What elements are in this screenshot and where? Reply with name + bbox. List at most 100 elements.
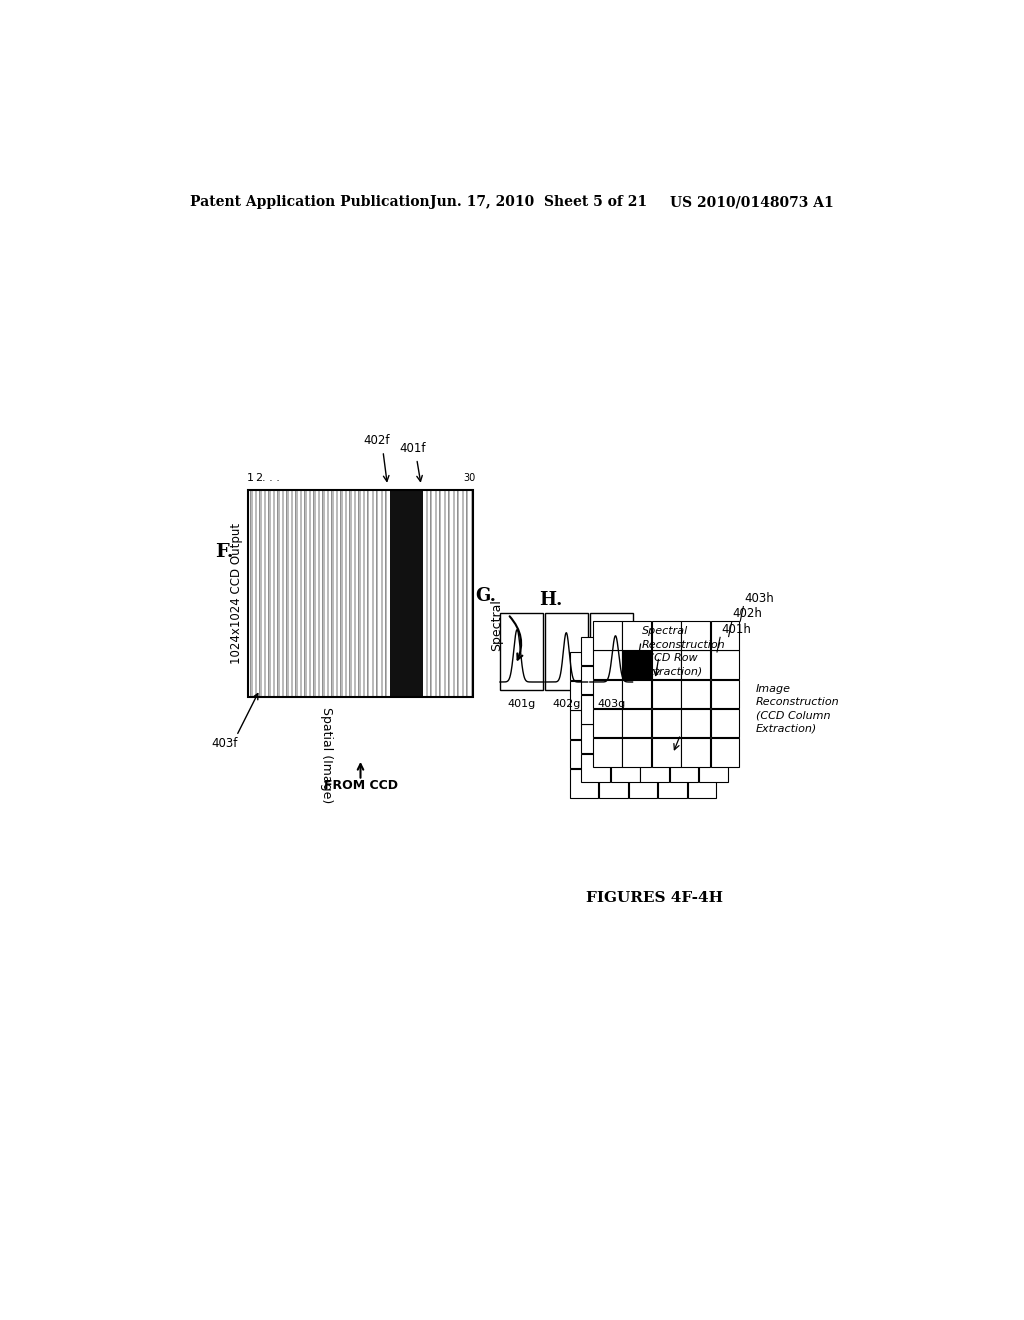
Bar bbox=[569, 710, 598, 739]
Bar bbox=[640, 696, 669, 723]
Bar bbox=[315, 490, 318, 697]
Bar bbox=[593, 680, 622, 708]
Bar bbox=[611, 754, 640, 781]
Bar bbox=[309, 490, 311, 697]
Bar bbox=[599, 739, 628, 768]
Text: Image
Reconstruction
(CCD Column
Extraction): Image Reconstruction (CCD Column Extract… bbox=[756, 684, 840, 734]
Bar bbox=[257, 490, 260, 697]
Bar bbox=[582, 754, 610, 781]
Bar bbox=[347, 490, 349, 697]
Bar bbox=[599, 770, 628, 797]
Bar bbox=[278, 490, 280, 697]
Bar bbox=[670, 636, 698, 665]
Bar bbox=[569, 681, 598, 710]
Bar bbox=[437, 490, 439, 697]
Bar bbox=[681, 680, 710, 708]
Bar bbox=[629, 739, 657, 768]
Bar bbox=[599, 710, 628, 739]
Bar bbox=[471, 490, 473, 697]
Bar bbox=[623, 622, 651, 649]
Bar bbox=[353, 490, 356, 697]
Bar bbox=[449, 490, 451, 697]
Bar bbox=[670, 665, 698, 694]
Bar bbox=[338, 490, 341, 697]
Bar bbox=[687, 681, 716, 710]
Text: Spectral: Spectral bbox=[489, 599, 503, 651]
Bar bbox=[295, 490, 298, 697]
Bar bbox=[362, 490, 366, 697]
Bar bbox=[306, 490, 309, 697]
Bar bbox=[462, 490, 464, 697]
Bar bbox=[284, 490, 287, 697]
Bar bbox=[466, 490, 469, 697]
Text: Jun. 17, 2010  Sheet 5 of 21: Jun. 17, 2010 Sheet 5 of 21 bbox=[430, 195, 647, 210]
Bar bbox=[687, 739, 716, 768]
Bar bbox=[439, 490, 441, 697]
Bar bbox=[251, 490, 253, 697]
Bar bbox=[468, 490, 471, 697]
Bar bbox=[370, 490, 372, 697]
Bar bbox=[293, 490, 296, 697]
Text: 1024x1024 CCD Output: 1024x1024 CCD Output bbox=[230, 523, 243, 664]
Bar bbox=[368, 490, 370, 697]
Bar bbox=[302, 490, 305, 697]
Bar bbox=[365, 490, 368, 697]
Text: 401g: 401g bbox=[507, 700, 536, 709]
Bar bbox=[313, 490, 316, 697]
Bar bbox=[640, 725, 669, 752]
Bar bbox=[623, 709, 651, 738]
Bar bbox=[325, 490, 328, 697]
Bar bbox=[417, 490, 419, 697]
Text: Patent Application Publication: Patent Application Publication bbox=[190, 195, 430, 210]
Bar bbox=[443, 490, 446, 697]
Bar bbox=[629, 681, 657, 710]
Bar bbox=[304, 490, 307, 697]
Bar bbox=[593, 651, 622, 678]
Bar bbox=[569, 770, 598, 797]
Bar bbox=[356, 490, 358, 697]
Bar bbox=[640, 665, 669, 694]
Bar bbox=[658, 652, 687, 681]
Bar bbox=[329, 490, 332, 697]
Bar bbox=[413, 490, 415, 697]
Bar bbox=[455, 490, 458, 697]
Bar bbox=[421, 490, 424, 697]
Bar bbox=[336, 490, 338, 697]
Bar bbox=[699, 725, 728, 752]
Text: 2: 2 bbox=[255, 474, 262, 483]
Bar bbox=[434, 490, 437, 697]
Bar bbox=[253, 490, 255, 697]
Bar bbox=[687, 770, 716, 797]
Bar bbox=[261, 490, 264, 697]
Bar bbox=[385, 490, 388, 697]
Bar bbox=[611, 696, 640, 723]
Bar bbox=[406, 490, 409, 697]
Text: 402h: 402h bbox=[732, 607, 763, 620]
Bar bbox=[415, 490, 417, 697]
Bar bbox=[291, 490, 294, 697]
Bar bbox=[317, 490, 321, 697]
Bar bbox=[358, 490, 360, 697]
Bar bbox=[681, 709, 710, 738]
Bar bbox=[711, 622, 739, 649]
Bar bbox=[398, 490, 401, 697]
Bar bbox=[392, 490, 394, 697]
Bar bbox=[687, 652, 716, 681]
Bar bbox=[500, 612, 543, 689]
Bar bbox=[430, 490, 433, 697]
Bar bbox=[590, 612, 633, 689]
Bar bbox=[403, 490, 406, 697]
Bar bbox=[376, 490, 379, 697]
Bar bbox=[582, 665, 610, 694]
Bar bbox=[300, 490, 302, 697]
Bar bbox=[268, 490, 271, 697]
Bar bbox=[345, 490, 347, 697]
Bar bbox=[255, 490, 257, 697]
Bar bbox=[287, 490, 289, 697]
Bar bbox=[681, 622, 710, 649]
Bar bbox=[652, 622, 681, 649]
Bar bbox=[629, 652, 657, 681]
Bar bbox=[582, 725, 610, 752]
Text: FIGURES 4F-4H: FIGURES 4F-4H bbox=[587, 891, 724, 904]
Bar bbox=[282, 490, 285, 697]
